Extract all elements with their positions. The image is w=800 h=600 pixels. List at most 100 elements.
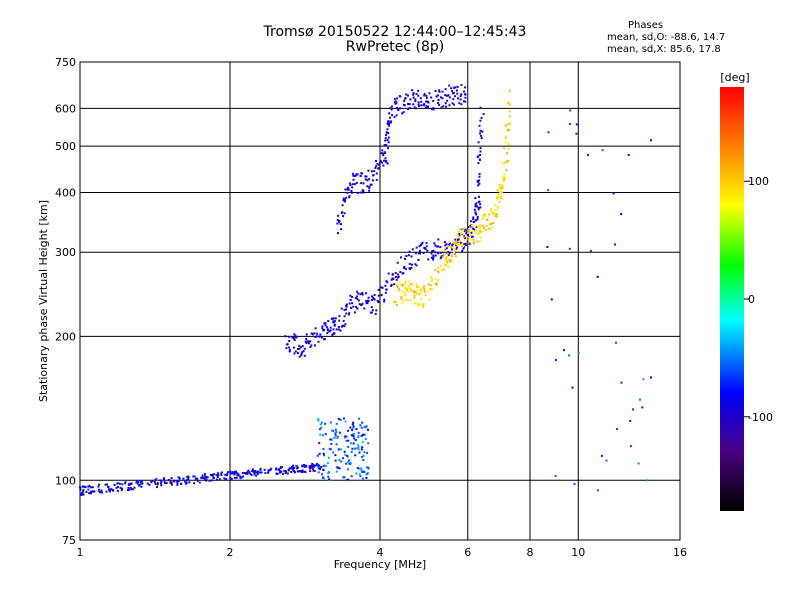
echo-point [423, 288, 426, 291]
echo-point [317, 340, 320, 343]
echo-point [355, 428, 358, 431]
echo-point [480, 236, 483, 239]
echo-point [351, 186, 354, 189]
echo-point [186, 475, 188, 478]
echo-point [365, 175, 368, 178]
echo-point [457, 230, 460, 233]
echo-point [329, 421, 332, 424]
echo-point [463, 100, 465, 103]
echo-point [421, 241, 424, 244]
echo-point [346, 454, 349, 457]
echo-point [330, 438, 333, 441]
echo-point [352, 426, 355, 429]
echo-point [320, 421, 323, 424]
echo-point [384, 157, 387, 160]
echo-point [308, 465, 311, 468]
echo-point [129, 483, 132, 486]
echo-point [370, 298, 373, 301]
echo-point [629, 419, 632, 422]
echo-point [476, 225, 479, 228]
echo-point [298, 355, 301, 358]
echo-point [196, 479, 199, 482]
echo-point [475, 226, 478, 229]
echo-point [309, 346, 312, 349]
echo-point [474, 230, 477, 233]
echo-point [383, 144, 386, 146]
echo-point [550, 298, 553, 301]
echo-point [278, 469, 281, 472]
echo-point [210, 479, 213, 482]
echo-point [343, 199, 346, 201]
echo-point [450, 248, 453, 251]
echo-point [494, 203, 497, 206]
echo-point [334, 428, 337, 431]
echo-point [480, 230, 483, 233]
echo-point [117, 485, 119, 488]
echo-point [430, 252, 433, 255]
echo-point [293, 333, 296, 336]
echo-point [356, 307, 359, 310]
echo-point [154, 482, 157, 485]
echo-point [444, 94, 447, 97]
echo-point [415, 292, 418, 295]
echo-point [319, 423, 322, 426]
echo-point [483, 227, 485, 229]
echo-point [336, 466, 339, 469]
echo-point [360, 191, 363, 194]
echo-point [470, 231, 473, 234]
echo-point [427, 283, 430, 286]
echo-point [323, 454, 326, 457]
echo-point [405, 255, 408, 257]
y-tick-label: 500 [55, 140, 76, 153]
echo-point [464, 100, 467, 103]
echo-point [198, 481, 201, 484]
echo-point [91, 490, 94, 493]
echo-point [464, 86, 467, 89]
echo-point [446, 99, 449, 102]
echo-point [408, 262, 411, 265]
echo-point [350, 306, 353, 309]
echo-point [347, 439, 350, 442]
echo-point [371, 309, 374, 312]
echo-point [432, 108, 435, 111]
echo-point [462, 245, 465, 248]
echo-point [81, 485, 84, 488]
echo-point [349, 184, 352, 187]
echo-point [500, 197, 503, 200]
echo-point [345, 439, 348, 442]
echo-point [393, 116, 396, 119]
echo-point [509, 122, 512, 125]
echo-point [326, 328, 329, 331]
echo-point [316, 454, 319, 457]
echo-point [424, 294, 427, 297]
echo-point [391, 114, 394, 117]
echo-point [461, 249, 464, 252]
echo-point [305, 342, 308, 344]
echo-point [389, 116, 392, 119]
echo-point [503, 175, 506, 178]
echo-point [424, 106, 427, 109]
echo-point [447, 254, 450, 257]
echo-point [227, 471, 230, 474]
echo-point [347, 186, 350, 189]
echo-point [471, 238, 474, 241]
echo-point [357, 292, 360, 295]
echo-point [163, 479, 166, 482]
echo-point [319, 468, 322, 470]
echo-point [336, 222, 339, 225]
echo-point [279, 467, 282, 469]
echo-point [395, 278, 398, 281]
echo-point [402, 272, 405, 275]
echo-point [349, 462, 352, 465]
echo-point [350, 442, 352, 445]
echo-point [334, 454, 337, 457]
echo-point [367, 428, 369, 431]
echo-point [365, 466, 368, 469]
echo-point [480, 116, 483, 119]
echo-point [246, 471, 249, 474]
echo-point [293, 352, 296, 355]
echo-point [442, 105, 445, 108]
phase-summary-o-mode: mean, sd,O: -88.6, 14.7 [607, 32, 726, 43]
echo-point [402, 299, 405, 302]
echo-point [356, 466, 359, 469]
